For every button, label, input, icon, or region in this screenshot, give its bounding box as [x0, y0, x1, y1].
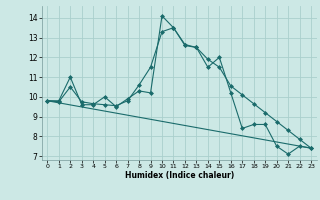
X-axis label: Humidex (Indice chaleur): Humidex (Indice chaleur)	[124, 171, 234, 180]
